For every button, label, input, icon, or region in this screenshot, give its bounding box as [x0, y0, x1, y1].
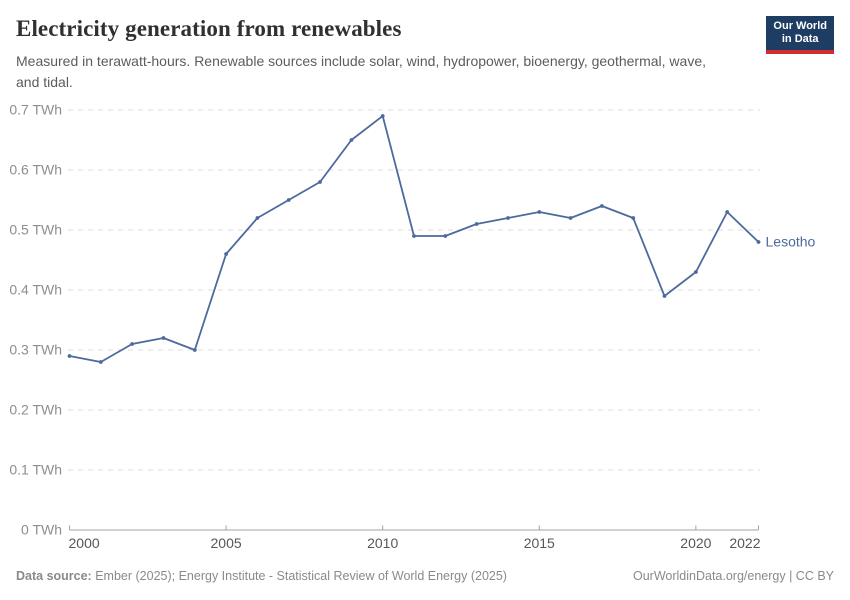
owid-logo-line1: Our World: [773, 20, 827, 32]
y-tick-label: 0.2 TWh: [9, 402, 62, 418]
data-point[interactable]: [286, 198, 291, 202]
x-tick-label: 2022: [729, 535, 760, 551]
data-point[interactable]: [318, 180, 322, 184]
data-point[interactable]: [662, 294, 667, 298]
x-tick-label: 2020: [680, 535, 711, 551]
data-point[interactable]: [255, 216, 260, 220]
y-tick-label: 0.1 TWh: [9, 462, 62, 478]
data-source-label: Data source:: [16, 569, 92, 583]
data-point[interactable]: [474, 222, 479, 226]
owid-logo-line2: in Data: [781, 33, 819, 45]
chart-footer: Data source: Ember (2025); Energy Instit…: [16, 569, 834, 583]
data-point[interactable]: [161, 336, 166, 340]
data-point[interactable]: [98, 360, 103, 364]
data-point[interactable]: [67, 354, 72, 358]
data-point[interactable]: [506, 216, 510, 220]
series-line[interactable]: [68, 115, 760, 363]
data-point[interactable]: [443, 234, 448, 238]
data-point[interactable]: [130, 342, 135, 346]
data-point[interactable]: [412, 234, 416, 238]
x-tick-label: 2000: [69, 535, 100, 551]
data-source: Data source: Ember (2025); Energy Instit…: [16, 569, 507, 583]
data-point[interactable]: [600, 204, 604, 208]
x-tick-label: 2010: [367, 535, 398, 551]
data-point[interactable]: [380, 114, 385, 118]
data-point[interactable]: [631, 216, 636, 220]
data-point[interactable]: [192, 348, 197, 352]
y-tick-label: 0.6 TWh: [9, 162, 62, 178]
y-tick-label: 0.3 TWh: [9, 342, 62, 358]
data-source-text: Ember (2025); Energy Institute - Statist…: [95, 569, 507, 583]
data-point[interactable]: [568, 216, 573, 220]
chart-canvas[interactable]: 0 TWh 0.1 TWh 0.2 TWh 0.3 TWh 0.4 TWh 0.5 TWh…: [0, 95, 850, 565]
page-title: Electricity generation from renewables: [16, 16, 402, 41]
credit-link[interactable]: OurWorldinData.org/energy | CC BY: [632, 569, 834, 583]
x-tick-label: 2015: [524, 535, 555, 551]
y-tick-label: 0.7 TWh: [9, 102, 62, 118]
y-tick-label: 0 TWh: [21, 522, 62, 538]
owid-logo[interactable]: Our World in Data: [766, 16, 834, 54]
y-tick-label: 0.5 TWh: [9, 222, 62, 238]
data-point[interactable]: [349, 138, 354, 142]
data-point[interactable]: [537, 210, 542, 214]
chart-area[interactable]: 0 TWh 0.1 TWh 0.2 TWh 0.3 TWh 0.4 TWh 0.5 TWh…: [0, 95, 850, 565]
data-point[interactable]: [725, 210, 730, 214]
data-point[interactable]: [224, 252, 229, 256]
chart-header: Electricity generation from renewables M…: [16, 16, 750, 93]
series-end-label: Lesotho: [766, 234, 816, 250]
x-tick-label: 2005: [211, 535, 242, 551]
chart-subtitle: Measured in terawatt-hours. Renewable so…: [16, 53, 706, 90]
y-tick-label: 0.4 TWh: [9, 282, 62, 298]
data-point[interactable]: [694, 270, 698, 274]
data-point[interactable]: [756, 240, 761, 244]
